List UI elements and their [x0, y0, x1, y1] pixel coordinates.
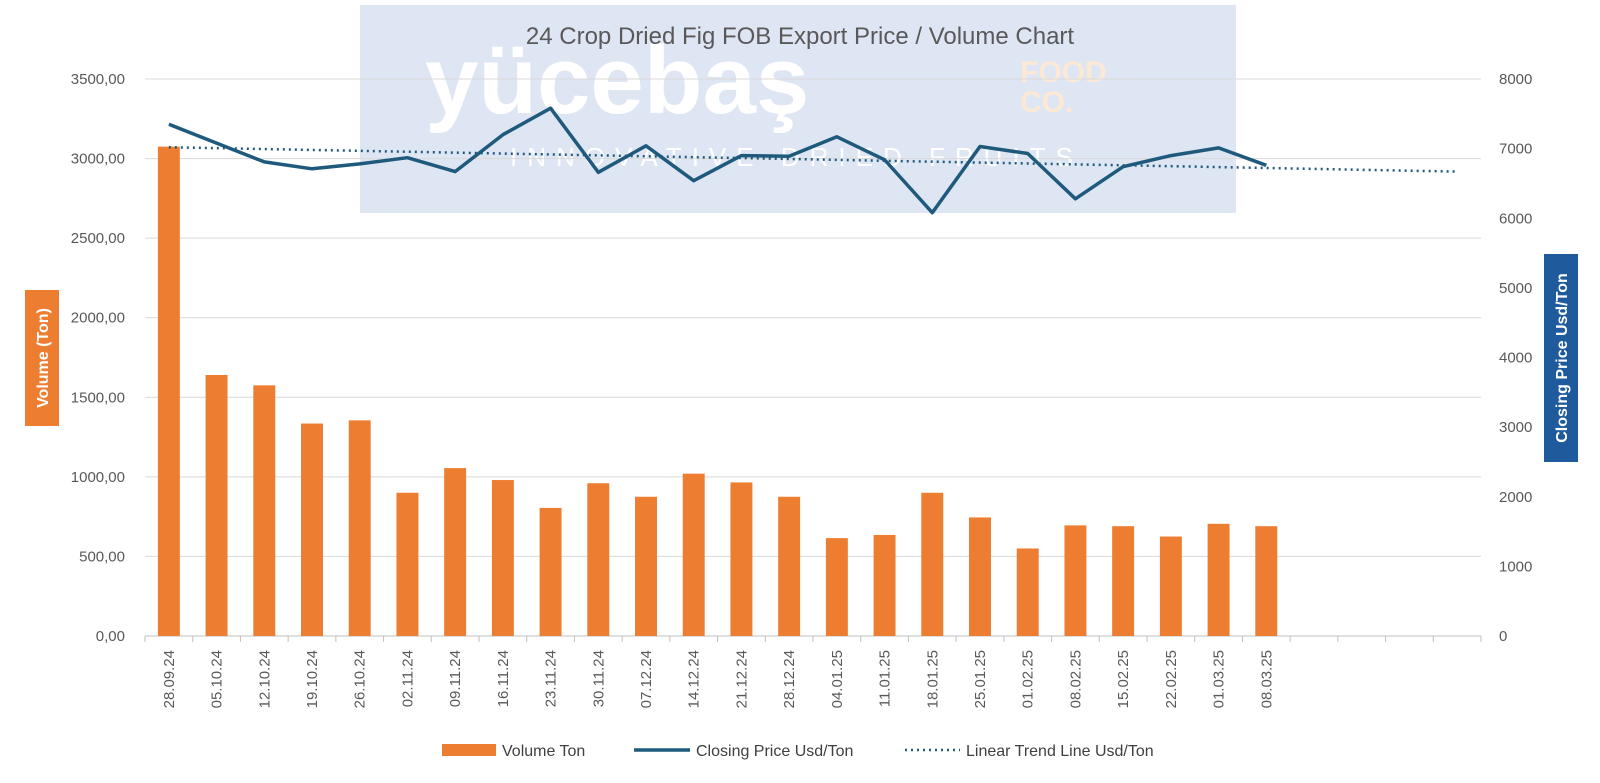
- volume-bar: [205, 375, 228, 636]
- category-label: 22.02.25: [1163, 650, 1180, 708]
- volume-bar: [444, 468, 467, 636]
- category-label: 19.10.24: [304, 650, 321, 708]
- category-label: 07.12.24: [638, 650, 655, 708]
- left-axis-tick-label: 2500,00: [71, 230, 125, 247]
- right-axis-tick-label: 8000: [1499, 71, 1532, 88]
- right-axis-tick-label: 4000: [1499, 350, 1532, 367]
- category-label: 25.01.25: [972, 650, 989, 708]
- left-axis-ticks: 0,00 500,00 1000,00 1500,00 2000,00 2500,00 30…: [71, 71, 125, 645]
- category-label: 15.02.25: [1115, 650, 1132, 708]
- volume-bars: [157, 146, 1278, 636]
- category-label: 04.01.25: [829, 650, 846, 708]
- watermark-brand-suffix-1: FOOD: [1020, 56, 1107, 89]
- right-axis-tick-label: 5000: [1499, 280, 1532, 297]
- volume-bar: [348, 420, 371, 636]
- left-axis-tick-label: 0,00: [96, 628, 125, 645]
- right-axis-tick-label: 3000: [1499, 419, 1532, 436]
- left-axis-tick-label: 2000,00: [71, 310, 125, 327]
- right-axis-tick-label: 2000: [1499, 489, 1532, 506]
- volume-bar: [1112, 526, 1135, 636]
- volume-bar: [825, 538, 848, 636]
- volume-bar: [873, 534, 896, 636]
- volume-bar: [1016, 548, 1039, 636]
- category-label: 08.03.25: [1258, 650, 1275, 708]
- category-label: 11.01.25: [877, 650, 894, 707]
- volume-bar: [969, 517, 991, 636]
- right-axis-tick-label: 0: [1499, 628, 1507, 645]
- watermark-brand: yücebaş: [425, 27, 809, 134]
- volume-bar: [301, 423, 323, 636]
- volume-bar: [491, 480, 514, 636]
- right-axis-label: Closing Price Usd/Ton: [1554, 273, 1571, 443]
- category-label: 01.02.25: [1020, 650, 1037, 708]
- watermark-brand-suffix-2: CO.: [1020, 86, 1073, 119]
- volume-bar: [253, 385, 276, 636]
- category-label: 16.11.24: [495, 650, 512, 707]
- legend-trend-label: Linear Trend Line Usd/Ton: [966, 743, 1154, 760]
- legend: Volume Ton Closing Price Usd/Ton Linear …: [442, 743, 1154, 760]
- right-axis-tick-label: 1000: [1499, 558, 1532, 575]
- category-label: 26.10.24: [352, 650, 369, 708]
- category-label: 21.12.24: [733, 650, 750, 708]
- legend-volume-swatch: [442, 744, 496, 756]
- category-label: 23.11.24: [543, 650, 560, 707]
- category-label: 28.12.24: [781, 650, 798, 708]
- category-label: 14.12.24: [686, 650, 703, 708]
- left-axis-tick-label: 1000,00: [71, 469, 125, 486]
- volume-bar: [921, 492, 944, 636]
- left-axis-label: Volume (Ton): [35, 308, 52, 408]
- legend-volume-label: Volume Ton: [502, 743, 585, 760]
- right-axis-title: Closing Price Usd/Ton: [1544, 254, 1578, 462]
- category-label: 05.10.24: [209, 650, 226, 708]
- category-label: 08.02.25: [1067, 650, 1084, 708]
- volume-bar: [396, 492, 419, 636]
- volume-bar: [539, 507, 562, 636]
- category-label: 09.11.24: [447, 650, 464, 707]
- left-axis-tick-label: 3000,00: [71, 151, 125, 168]
- volume-bar: [635, 496, 657, 636]
- left-axis-tick-label: 1500,00: [71, 389, 125, 406]
- volume-bar: [157, 146, 180, 636]
- category-label: 30.11.24: [590, 650, 607, 707]
- volume-bar: [1064, 525, 1087, 636]
- category-label: 02.11.24: [399, 650, 416, 707]
- volume-bar: [730, 482, 753, 636]
- category-label: 18.01.25: [924, 650, 941, 708]
- category-label: 28.09.24: [161, 650, 178, 708]
- right-axis-ticks: 0 1000 2000 3000 4000 5000 6000 7000 8000: [1499, 71, 1532, 645]
- left-axis-tick-label: 3500,00: [71, 71, 125, 88]
- volume-bar: [778, 496, 801, 636]
- volume-bar: [587, 483, 610, 636]
- volume-bar: [682, 473, 705, 636]
- watermark-panel: [360, 5, 1236, 213]
- volume-bar: [1159, 536, 1182, 636]
- category-label: 12.10.24: [256, 650, 273, 708]
- left-axis-tick-label: 500,00: [79, 548, 125, 565]
- volume-bar: [1255, 526, 1278, 636]
- volume-bar: [1207, 523, 1230, 636]
- legend-price-label: Closing Price Usd/Ton: [696, 743, 853, 760]
- category-axis: 28.09.24 05.10.24 12.10.24 19.10.24 26.10.24…: [144, 636, 1482, 708]
- category-label: 01.03.25: [1211, 650, 1228, 708]
- closing-price-line: [168, 106, 1267, 215]
- right-axis-tick-label: 7000: [1499, 141, 1532, 158]
- right-axis-tick-label: 6000: [1499, 210, 1532, 227]
- chart-title: 24 Crop Dried Fig FOB Export Price / Vol…: [526, 23, 1075, 50]
- left-axis-title: Volume (Ton): [25, 290, 59, 426]
